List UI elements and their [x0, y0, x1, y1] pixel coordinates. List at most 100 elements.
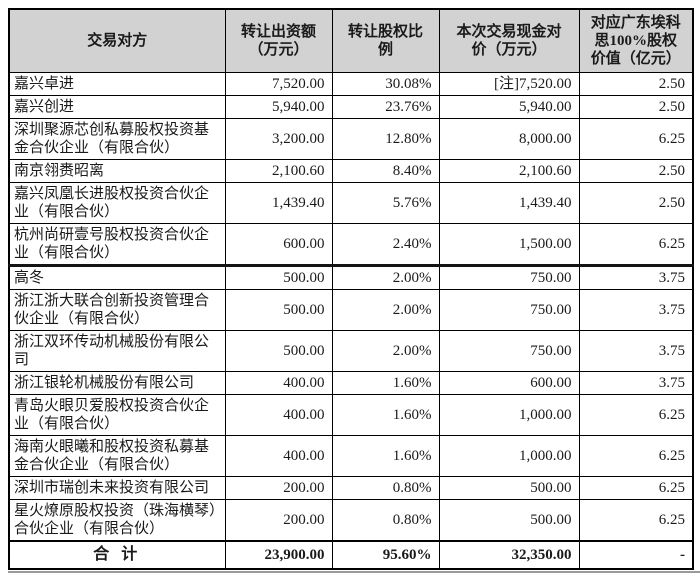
cash-consideration-cell: 1,500.00	[438, 223, 580, 266]
table-row: 深圳聚源芯创私募股权投资基金合伙企业（有限合伙） 3,200.00 12.80%…	[8, 118, 694, 160]
table-row: 浙江双环传动机械股份有限公司 500.00 2.00% 750.00 3.75	[8, 330, 694, 372]
equity-value-cell: 2.50	[578, 72, 694, 96]
total-equity-ratio: 95.60%	[331, 540, 440, 570]
cash-consideration-cell: 500.00	[438, 499, 580, 542]
counterparty-cell: 嘉兴创进	[8, 95, 226, 119]
transfer-amount-cell: 3,200.00	[224, 118, 333, 160]
table-row: 嘉兴凤凰长进股权投资合伙企业（有限合伙） 1,439.40 5.76% 1,43…	[8, 182, 694, 224]
table-row: 高冬 500.00 2.00% 750.00 3.75	[8, 264, 694, 290]
equity-ratio-cell: 2.40%	[331, 223, 440, 266]
header-equity-ratio: 转让股权比 例	[331, 8, 440, 73]
table-row: 深圳市瑞创未来投资有限公司 200.00 0.80% 500.00 6.25	[8, 476, 694, 500]
transfer-amount-cell: 500.00	[224, 289, 333, 331]
table-row: 嘉兴创进 5,940.00 23.76% 5,940.00 2.50	[8, 95, 694, 119]
equity-value-cell: 6.25	[578, 394, 694, 436]
transfer-amount-cell: 400.00	[224, 394, 333, 436]
equity-value-cell: 6.25	[578, 223, 694, 266]
counterparty-cell: 杭州尚研壹号股权投资合伙企业（有限合伙）	[8, 223, 226, 266]
equity-ratio-cell: 30.08%	[331, 72, 440, 96]
table-row: 嘉兴卓进 7,520.00 30.08% [注]7,520.00 2.50	[8, 72, 694, 96]
cash-consideration-cell: 750.00	[438, 264, 580, 290]
transfer-amount-cell: 400.00	[224, 435, 333, 477]
equity-ratio-cell: 1.60%	[331, 394, 440, 436]
total-cash-consideration: 32,350.00	[438, 540, 580, 570]
transfer-amount-cell: 500.00	[224, 264, 333, 290]
cash-consideration-cell: 5,940.00	[438, 95, 580, 119]
total-transfer-amount: 23,900.00	[224, 540, 333, 570]
equity-ratio-cell: 12.80%	[331, 118, 440, 160]
equity-value-cell: 6.25	[578, 435, 694, 477]
counterparty-cell: 浙江银轮机械股份有限公司	[8, 371, 226, 395]
counterparty-cell: 海南火眼曦和股权投资私募基金合伙企业（有限合伙）	[8, 435, 226, 477]
equity-value-cell: 6.25	[578, 118, 694, 160]
equity-value-cell: 6.25	[578, 499, 694, 542]
equity-transfer-table: 交易对方 转让出资额 （万元） 转让股权比 例 本次交易现金对 价（万元） 对应…	[8, 8, 694, 570]
transfer-amount-cell: 5,940.00	[224, 95, 333, 119]
table-row: 星火燎原股权投资（珠海横琴）合伙企业（有限合伙） 200.00 0.80% 50…	[8, 499, 694, 542]
table-body: 嘉兴卓进 7,520.00 30.08% [注]7,520.00 2.50 嘉兴…	[8, 72, 694, 542]
cash-consideration-cell: 8,000.00	[438, 118, 580, 160]
counterparty-cell: 嘉兴凤凰长进股权投资合伙企业（有限合伙）	[8, 182, 226, 224]
header-transfer-amount: 转让出资额 （万元）	[224, 8, 333, 73]
cash-consideration-cell: [注]7,520.00	[438, 72, 580, 96]
total-equity-value: -	[578, 540, 694, 570]
cash-consideration-cell: 750.00	[438, 289, 580, 331]
transfer-amount-cell: 200.00	[224, 499, 333, 542]
cash-consideration-cell: 750.00	[438, 330, 580, 372]
equity-value-cell: 2.50	[578, 95, 694, 119]
equity-ratio-cell: 23.76%	[331, 95, 440, 119]
equity-ratio-cell: 1.60%	[331, 435, 440, 477]
equity-ratio-cell: 5.76%	[331, 182, 440, 224]
table-row: 海南火眼曦和股权投资私募基金合伙企业（有限合伙） 400.00 1.60% 1,…	[8, 435, 694, 477]
equity-ratio-cell: 2.00%	[331, 264, 440, 290]
transfer-amount-cell: 2,100.60	[224, 159, 333, 183]
equity-ratio-cell: 2.00%	[331, 330, 440, 372]
counterparty-cell: 浙江双环传动机械股份有限公司	[8, 330, 226, 372]
transfer-amount-cell: 500.00	[224, 330, 333, 372]
transfer-amount-cell: 400.00	[224, 371, 333, 395]
table-row: 浙江银轮机械股份有限公司 400.00 1.60% 600.00 3.75	[8, 371, 694, 395]
table-row: 南京翎赉昭离 2,100.60 8.40% 2,100.60 2.50	[8, 159, 694, 183]
equity-value-cell: 3.75	[578, 330, 694, 372]
header-cash-consideration: 本次交易现金对 价（万元）	[438, 8, 580, 73]
equity-value-cell: 6.25	[578, 476, 694, 500]
equity-value-cell: 3.75	[578, 371, 694, 395]
cash-consideration-cell: 600.00	[438, 371, 580, 395]
transfer-amount-cell: 200.00	[224, 476, 333, 500]
table-row: 杭州尚研壹号股权投资合伙企业（有限合伙） 600.00 2.40% 1,500.…	[8, 223, 694, 266]
table-row: 青岛火眼贝爱股权投资合伙企业（有限合伙） 400.00 1.60% 1,000.…	[8, 394, 694, 436]
header-equity-value: 对应广东埃科 思100%股权 价值（亿元）	[578, 8, 694, 73]
cash-consideration-cell: 1,000.00	[438, 435, 580, 477]
table-header-row: 交易对方 转让出资额 （万元） 转让股权比 例 本次交易现金对 价（万元） 对应…	[8, 8, 694, 73]
header-counterparty: 交易对方	[8, 8, 226, 73]
equity-value-cell: 3.75	[578, 264, 694, 290]
equity-ratio-cell: 2.00%	[331, 289, 440, 331]
cash-consideration-cell: 1,000.00	[438, 394, 580, 436]
counterparty-cell: 深圳聚源芯创私募股权投资基金合伙企业（有限合伙）	[8, 118, 226, 160]
counterparty-cell: 青岛火眼贝爱股权投资合伙企业（有限合伙）	[8, 394, 226, 436]
counterparty-cell: 浙江浙大联合创新投资管理合伙企业（有限合伙）	[8, 289, 226, 331]
total-row: 合 计 23,900.00 95.60% 32,350.00 -	[8, 540, 694, 570]
cash-consideration-cell: 500.00	[438, 476, 580, 500]
cash-consideration-cell: 1,439.40	[438, 182, 580, 224]
page-bottom-rule	[8, 571, 700, 573]
table-row: 浙江浙大联合创新投资管理合伙企业（有限合伙） 500.00 2.00% 750.…	[8, 289, 694, 331]
counterparty-cell: 星火燎原股权投资（珠海横琴）合伙企业（有限合伙）	[8, 499, 226, 542]
transfer-amount-cell: 1,439.40	[224, 182, 333, 224]
counterparty-cell: 嘉兴卓进	[8, 72, 226, 96]
transfer-amount-cell: 600.00	[224, 223, 333, 266]
equity-ratio-cell: 0.80%	[331, 499, 440, 542]
transfer-amount-cell: 7,520.00	[224, 72, 333, 96]
counterparty-cell: 南京翎赉昭离	[8, 159, 226, 183]
total-label: 合 计	[8, 540, 226, 570]
counterparty-cell: 深圳市瑞创未来投资有限公司	[8, 476, 226, 500]
equity-ratio-cell: 8.40%	[331, 159, 440, 183]
equity-value-cell: 2.50	[578, 182, 694, 224]
equity-value-cell: 2.50	[578, 159, 694, 183]
equity-ratio-cell: 1.60%	[331, 371, 440, 395]
cash-consideration-cell: 2,100.60	[438, 159, 580, 183]
equity-value-cell: 3.75	[578, 289, 694, 331]
equity-ratio-cell: 0.80%	[331, 476, 440, 500]
counterparty-cell: 高冬	[8, 264, 226, 290]
